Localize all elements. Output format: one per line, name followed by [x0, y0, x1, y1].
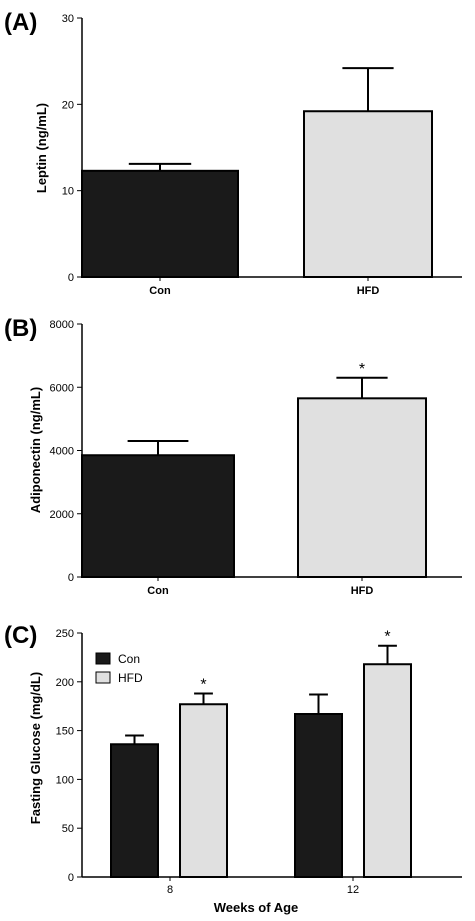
panel-a-bar-hfd	[303, 110, 433, 278]
panel-b-y-axis-label: Adiponectin (ng/mL)	[28, 387, 43, 513]
panel-c-bar-hfd-12-significance-marker: *	[384, 629, 390, 646]
legend-label-con: Con	[118, 652, 140, 666]
panel-c-y-axis-label: Fasting Glucose (mg/dL)	[28, 672, 43, 824]
panel-c-bar-con-8	[110, 743, 159, 878]
panel-c-y-tick-label: 150	[56, 726, 74, 738]
panel-b-bar-con	[81, 454, 235, 578]
panel-b-category-labels: Con HFD	[147, 577, 373, 597]
panel-b-label: (B)	[4, 315, 37, 342]
panel-c-x-axis-label: Weeks of Age	[214, 900, 299, 915]
panel-c-category-labels: 8 12	[167, 877, 359, 896]
legend-swatch-hfd	[95, 671, 111, 684]
panel-b-y-tick-label: 8000	[50, 319, 74, 331]
legend-label-hfd: HFD	[118, 671, 143, 685]
panel-a-leptin-chart: (A) Leptin (ng/mL) 0 10 20 30 Con HFD	[4, 9, 462, 297]
panel-b-adiponectin-chart: (B) Adiponectin (ng/mL) 0 2000 4000 6000 800…	[4, 315, 462, 597]
panel-c-label: (C)	[4, 622, 37, 649]
panel-a-y-tick-label: 10	[62, 186, 74, 198]
panel-c-y-tick-label: 200	[56, 677, 74, 689]
panel-a-category-labels: Con HFD	[149, 277, 379, 297]
panel-b-y-tick-label: 2000	[50, 509, 74, 521]
panel-b-y-ticks: 0 2000 4000 6000 8000	[50, 319, 82, 584]
panel-c-bar-hfd-8	[179, 703, 228, 878]
panel-a-label: (A)	[4, 9, 37, 36]
panel-c-y-tick-label: 250	[56, 628, 74, 640]
panel-b-y-tick-label: 0	[68, 572, 74, 584]
panel-c-x-tick-label: 8	[167, 884, 173, 896]
panel-c-bar-hfd-8-significance-marker: *	[200, 677, 206, 694]
panel-c-x-tick-label: 12	[347, 884, 359, 896]
legend-swatch-con	[95, 652, 111, 665]
panel-b-y-tick-label: 6000	[50, 382, 74, 394]
panel-b-x-tick-label: HFD	[351, 585, 374, 597]
panel-b-bar-hfd	[297, 397, 427, 578]
panel-c-legend: Con HFD	[95, 652, 143, 685]
panel-c-bar-hfd-12	[363, 663, 412, 878]
panel-a-bar-con	[81, 169, 239, 278]
panel-a-y-tick-label: 20	[62, 99, 74, 111]
panel-c-y-tick-label: 50	[62, 823, 74, 835]
panel-b-bar-hfd-significance-marker: *	[359, 361, 365, 378]
panel-c-y-ticks: 0 50 100 150 200 250	[56, 628, 82, 884]
panel-a-y-tick-label: 30	[62, 13, 74, 25]
panel-a-x-tick-label: Con	[149, 285, 171, 297]
panel-a-x-tick-label: HFD	[357, 285, 380, 297]
panel-a-bars	[81, 67, 433, 278]
panel-b-bars: *	[81, 361, 427, 578]
panel-c-y-tick-label: 100	[56, 774, 74, 786]
panel-a-y-ticks: 0 10 20 30	[62, 13, 82, 284]
panel-c-glucose-chart: (C) Fasting Glucose (mg/dL) Weeks of Age…	[4, 622, 462, 915]
panel-c-y-tick-label: 0	[68, 872, 74, 884]
panel-c-bars: **	[110, 629, 412, 878]
panel-c-bar-con-12	[294, 713, 343, 878]
panel-a-y-tick-label: 0	[68, 272, 74, 284]
panel-a-y-axis-label: Leptin (ng/mL)	[34, 103, 49, 193]
panel-b-x-tick-label: Con	[147, 585, 169, 597]
panel-b-y-tick-label: 4000	[50, 446, 74, 458]
